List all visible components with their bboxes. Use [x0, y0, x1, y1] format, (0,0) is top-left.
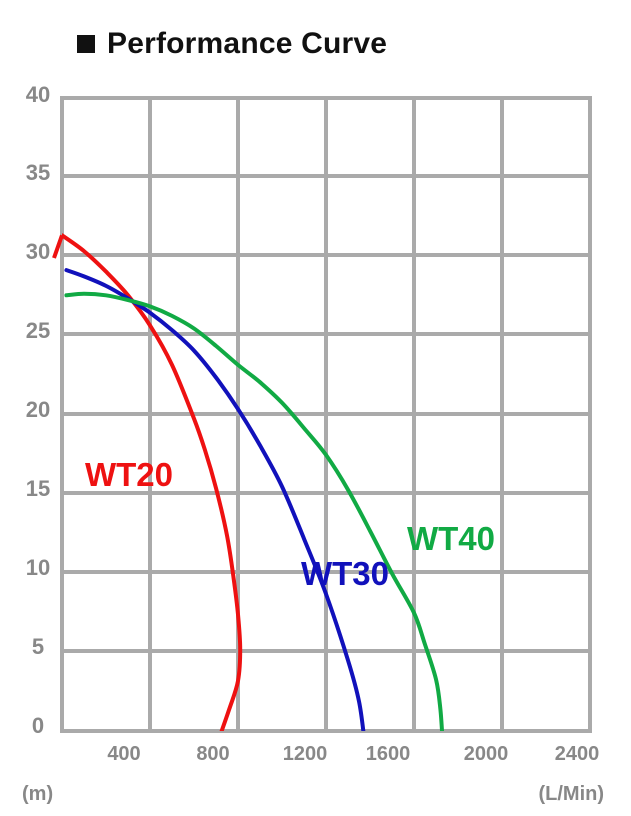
- y-tick-label: 10: [26, 555, 50, 580]
- y-tick-label: 25: [26, 318, 50, 343]
- x-axis-ticks: 400 800 1200 1600 2000 2400: [107, 743, 599, 765]
- title-text: Performance Curve: [107, 27, 388, 60]
- series-line-wt30: [64, 268, 366, 731]
- series-lines: [62, 233, 445, 731]
- y-tick-label: 40: [26, 82, 50, 107]
- chart-title: Performance Curve: [77, 24, 387, 64]
- y-axis-unit-label: (m): [22, 783, 53, 805]
- x-tick-label: 2400: [555, 743, 600, 765]
- y-tick-label: 20: [26, 397, 50, 422]
- title-square-bullet: [77, 35, 95, 53]
- x-tick-label: 800: [196, 743, 229, 765]
- x-tick-label: 1200: [283, 743, 328, 765]
- series-label-wt40: WT40: [407, 520, 495, 557]
- y-tick-label: 30: [26, 239, 50, 264]
- y-axis-ticks: 0 5 10 15 20 25 30 35 40: [26, 82, 50, 738]
- grid: [60, 96, 592, 733]
- series-label-wt20: WT20: [85, 456, 173, 493]
- series-line-wt20: [62, 233, 243, 731]
- x-tick-label: 400: [107, 743, 140, 765]
- series-labels: WT20 WT30 WT40: [85, 456, 495, 592]
- y-tick-label: 15: [26, 476, 50, 501]
- series-label-wt30: WT30: [301, 555, 389, 592]
- x-tick-label: 2000: [464, 743, 509, 765]
- y-tick-label: 35: [26, 160, 50, 185]
- y-tick-label: 0: [32, 713, 44, 738]
- x-axis-unit-label: (L/Min): [538, 783, 604, 805]
- y-tick-label: 5: [32, 634, 44, 659]
- series-line-wt40: [64, 291, 445, 731]
- x-tick-label: 1600: [366, 743, 411, 765]
- series-line-wt20-edge: [52, 234, 64, 259]
